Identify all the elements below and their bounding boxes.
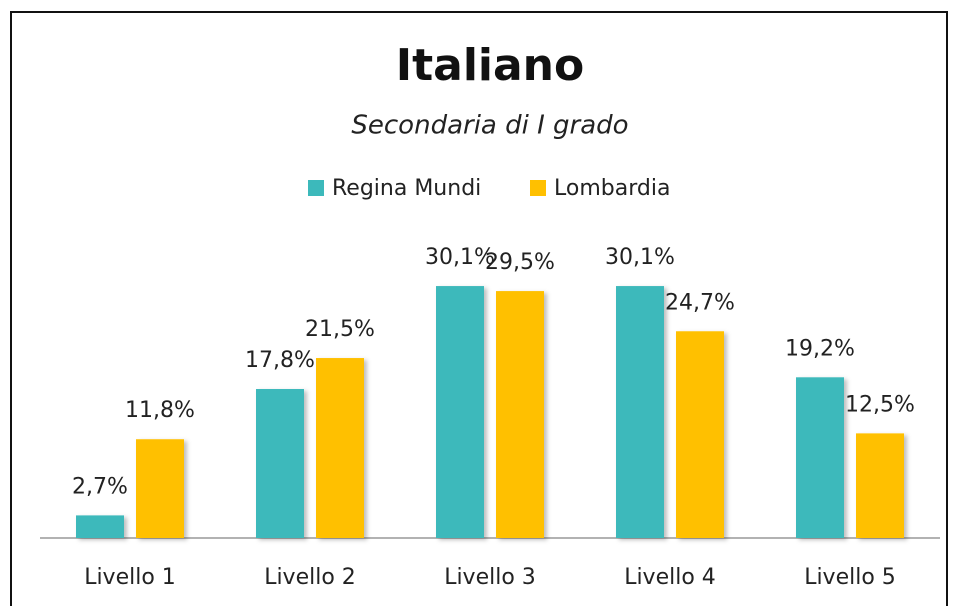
- bar: [796, 377, 844, 538]
- bar: [496, 291, 544, 538]
- x-tick-label: Livello 3: [444, 565, 536, 590]
- legend-swatch: [530, 180, 546, 196]
- value-label: 2,7%: [72, 474, 128, 499]
- value-label: 29,5%: [485, 250, 555, 275]
- value-label: 30,1%: [605, 245, 675, 270]
- legend-swatch: [308, 180, 324, 196]
- bar: [436, 286, 484, 538]
- bar: [316, 358, 364, 538]
- value-label: 24,7%: [665, 290, 735, 315]
- bar: [676, 331, 724, 538]
- value-label: 12,5%: [845, 392, 915, 417]
- bar: [76, 515, 124, 538]
- bar: [256, 389, 304, 538]
- bar: [856, 433, 904, 538]
- x-tick-label: Livello 4: [624, 565, 716, 590]
- legend-label: Regina Mundi: [332, 176, 481, 201]
- x-tick-label: Livello 2: [264, 565, 356, 590]
- value-label: 11,8%: [125, 398, 195, 423]
- x-tick-label: Livello 1: [84, 565, 176, 590]
- legend-label: Lombardia: [554, 176, 670, 201]
- bar: [136, 439, 184, 538]
- value-label: 30,1%: [425, 245, 495, 270]
- x-tick-label: Livello 5: [804, 565, 896, 590]
- value-label: 19,2%: [785, 336, 855, 361]
- value-label: 17,8%: [245, 348, 315, 373]
- value-label: 21,5%: [305, 317, 375, 342]
- chart-subtitle: Secondaria di I grado: [351, 111, 628, 141]
- chart-title: Italiano: [396, 40, 585, 91]
- bar: [616, 286, 664, 538]
